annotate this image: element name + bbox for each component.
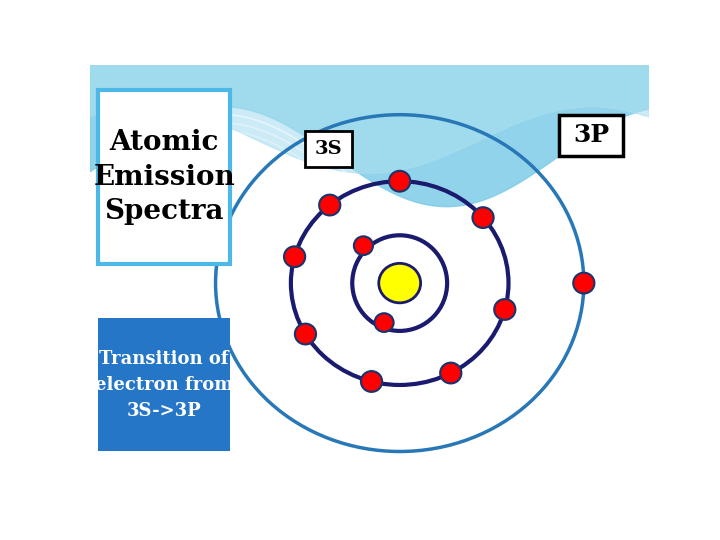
Ellipse shape — [354, 237, 373, 255]
Text: 3P: 3P — [573, 124, 609, 147]
Ellipse shape — [374, 313, 394, 332]
Ellipse shape — [361, 371, 382, 392]
FancyBboxPatch shape — [99, 90, 230, 265]
Ellipse shape — [573, 273, 595, 294]
Bar — [99, 319, 230, 451]
Ellipse shape — [389, 171, 410, 192]
Ellipse shape — [379, 264, 420, 303]
Bar — [305, 131, 352, 167]
Ellipse shape — [472, 207, 494, 228]
Text: 3S: 3S — [315, 140, 343, 158]
Ellipse shape — [440, 363, 462, 383]
Text: Transition of
electron from
3S->3P: Transition of electron from 3S->3P — [95, 349, 233, 420]
Text: Atomic
Emission
Spectra: Atomic Emission Spectra — [94, 129, 235, 225]
Ellipse shape — [284, 246, 305, 267]
Ellipse shape — [494, 299, 516, 320]
Bar — [559, 114, 623, 156]
Ellipse shape — [295, 323, 316, 345]
Ellipse shape — [319, 194, 341, 215]
